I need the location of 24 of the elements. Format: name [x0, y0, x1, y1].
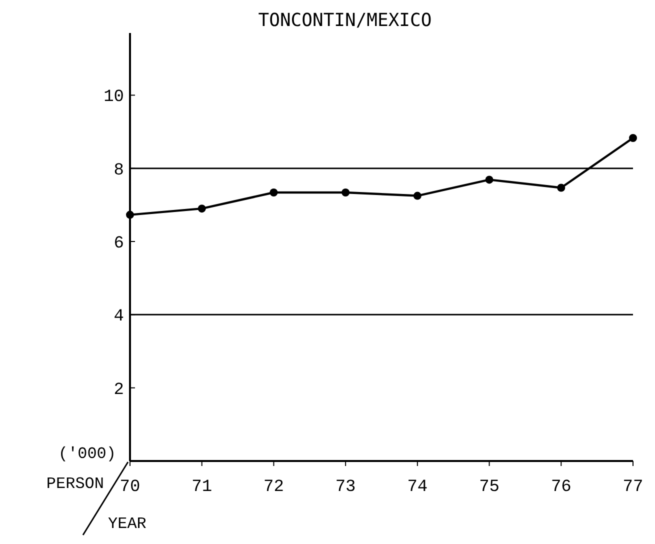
- y-tick-label: 8: [114, 161, 124, 180]
- x-tick-label: 76: [550, 478, 572, 497]
- x-tick-label: 72: [264, 478, 284, 497]
- point: [126, 210, 134, 219]
- point: [557, 184, 566, 192]
- y-tick-label: 10: [104, 88, 124, 108]
- x-tick-label: 75: [479, 478, 500, 497]
- x-tick-label: 73: [335, 478, 356, 497]
- point: [342, 188, 350, 196]
- point: [270, 188, 278, 196]
- chart-title: TONCONTIN/MEXICO: [258, 10, 432, 31]
- y-tick-label: 6: [114, 234, 124, 254]
- point: [413, 192, 422, 200]
- x-tick-label: 70: [120, 478, 140, 497]
- point: [198, 204, 206, 213]
- x-axis-title: YEAR: [108, 515, 147, 533]
- x-tick-label: 71: [192, 478, 212, 497]
- x-tick-label: 77: [622, 478, 644, 497]
- x-tick-label: 74: [407, 478, 428, 497]
- y-axis-title: ('000) PERSON: [46, 445, 116, 493]
- point: [629, 134, 637, 142]
- point: [485, 176, 494, 184]
- y-tick-label: 4: [114, 308, 124, 327]
- y-tick-label: 2: [114, 380, 124, 400]
